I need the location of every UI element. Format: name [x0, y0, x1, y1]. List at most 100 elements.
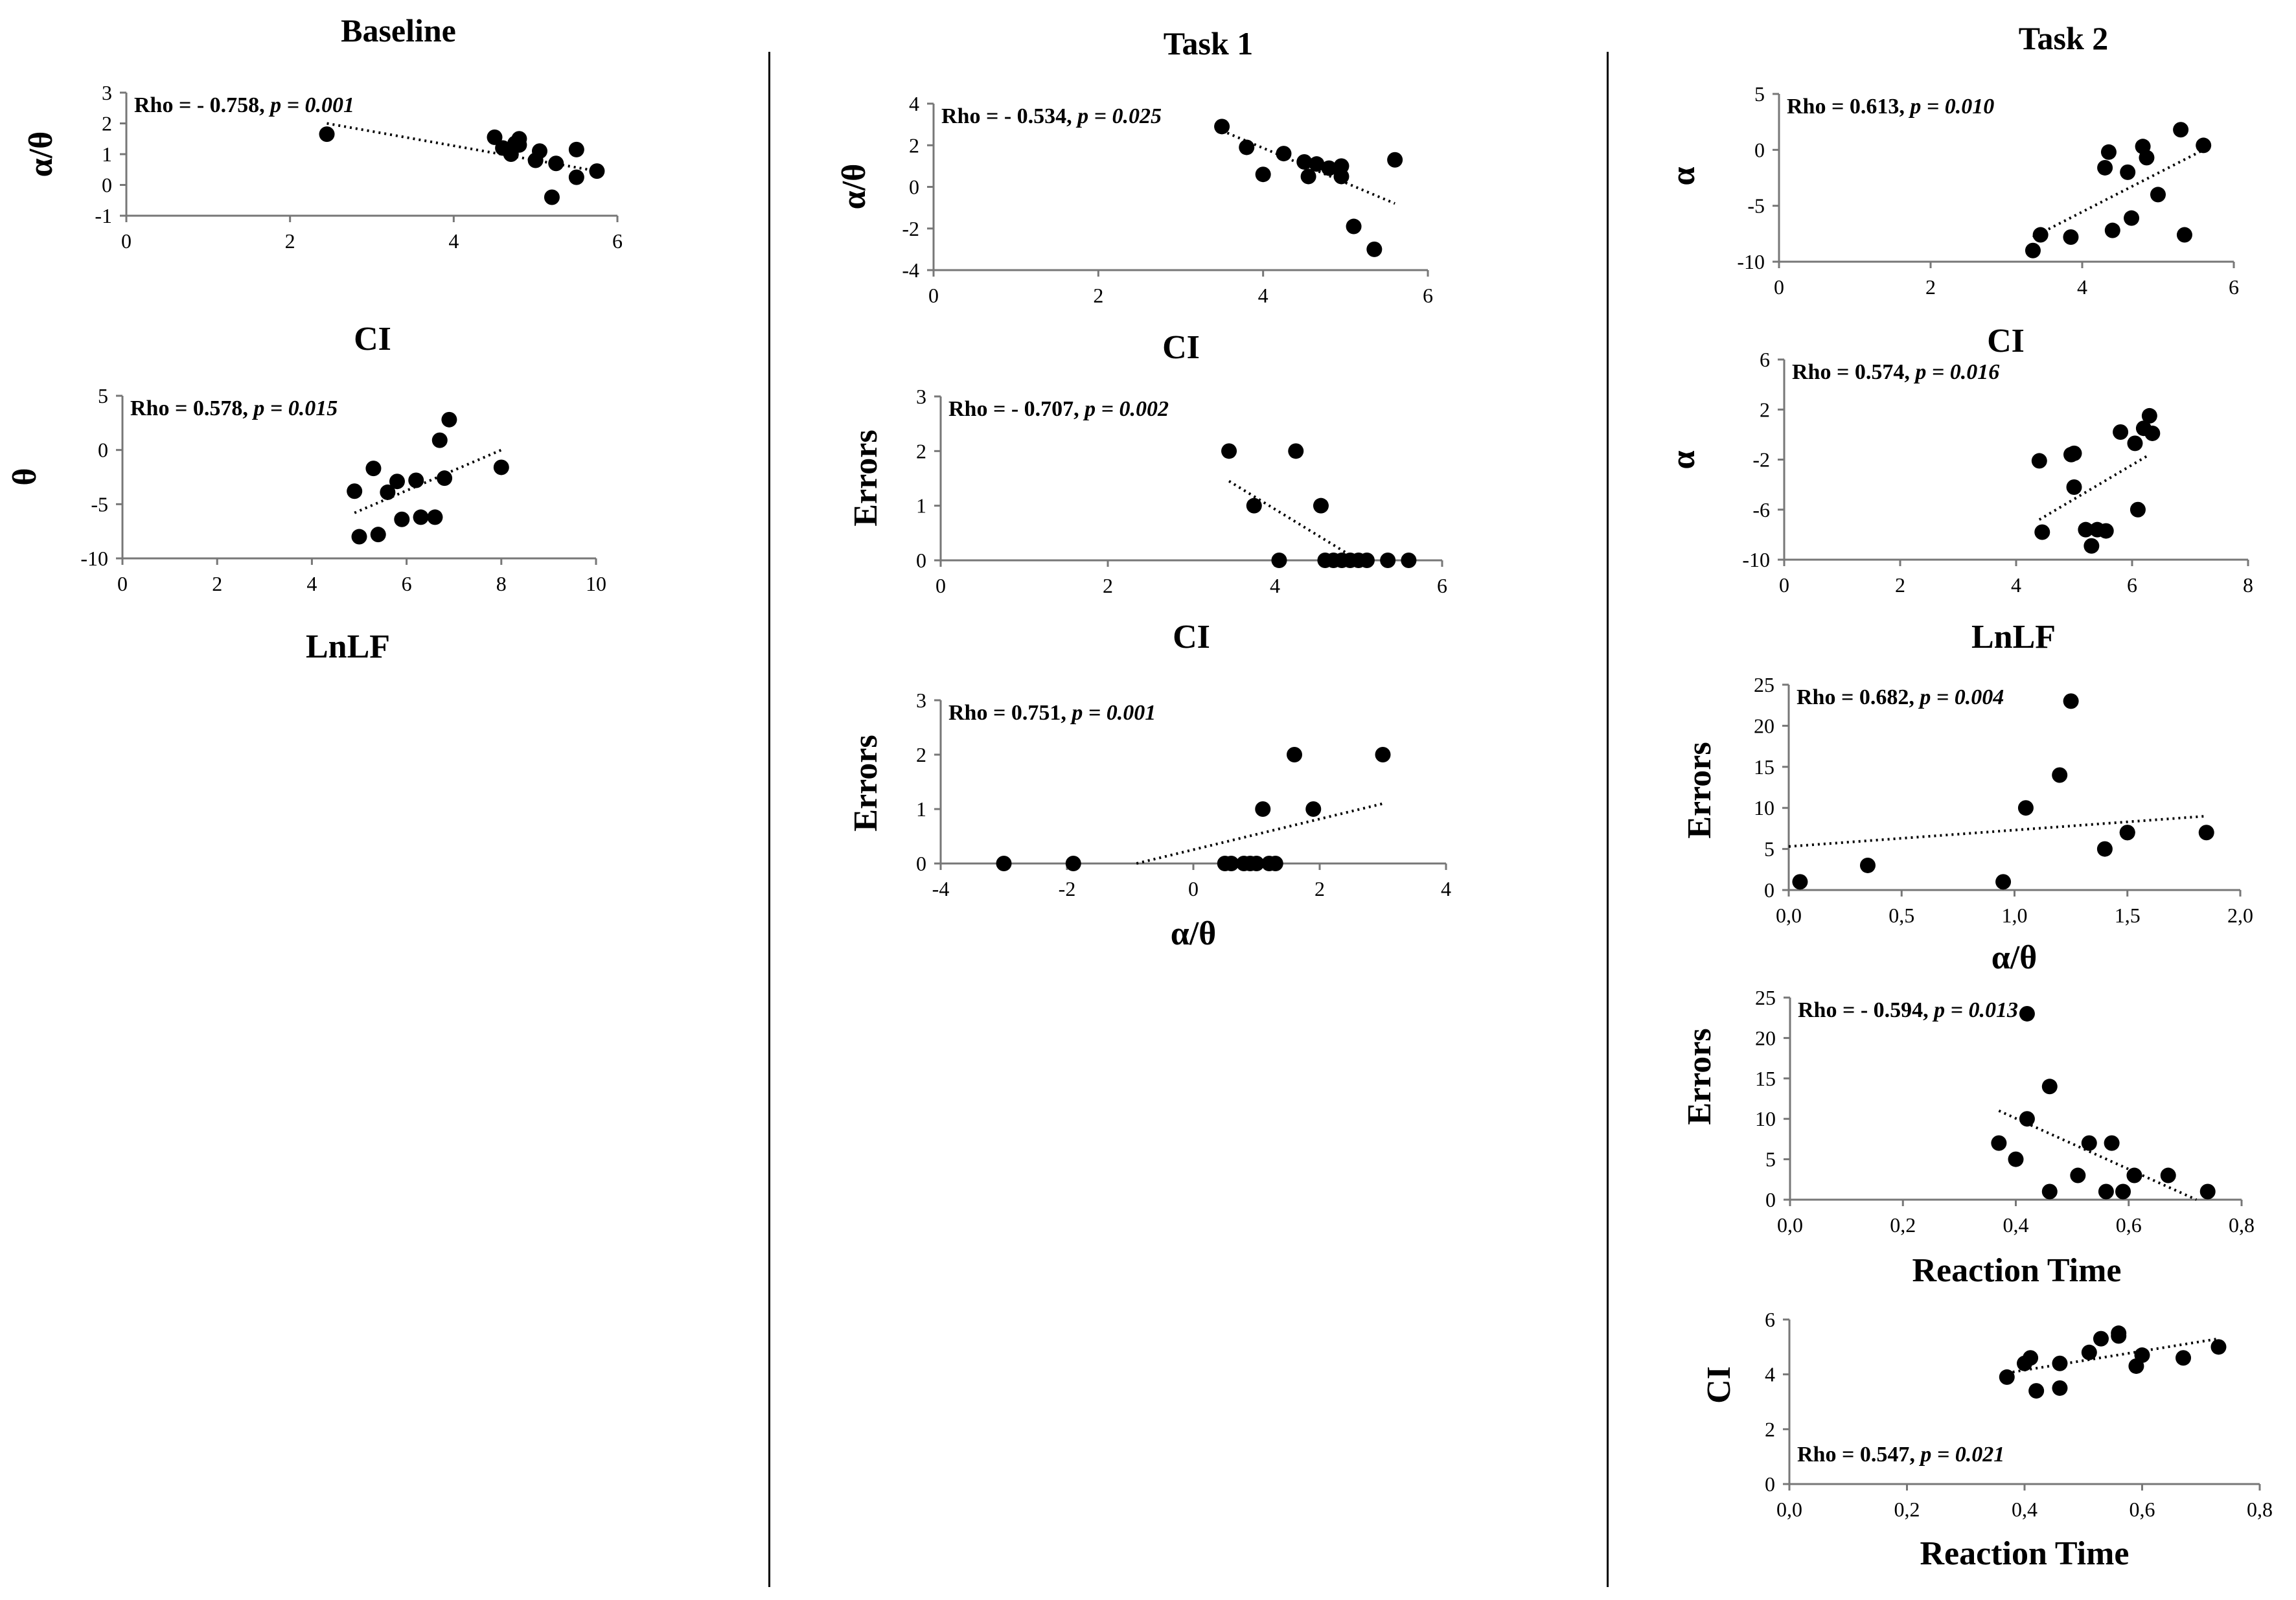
trend-line [1228, 480, 1360, 562]
x-axis-label: LnLF [306, 628, 390, 665]
correlation-annotation: Rho = 0.574, p = 0.016 [1792, 360, 1999, 384]
y-tick-label: -2 [1752, 448, 1770, 472]
data-point [2017, 800, 2034, 816]
data-point [996, 856, 1012, 871]
x-tick-label: 6 [402, 572, 412, 595]
data-point [2019, 1111, 2035, 1127]
data-point [441, 411, 457, 428]
data-point [1387, 152, 1403, 168]
rho-value: Rho = 0.578, [130, 396, 253, 420]
x-tick-label: 4 [306, 572, 317, 595]
data-point [2041, 1183, 2058, 1200]
data-point [1239, 139, 1255, 155]
x-tick-label: 0,0 [1776, 904, 1802, 927]
data-point [1246, 497, 1262, 514]
y-tick-label: -1 [95, 204, 112, 227]
data-point [2160, 1167, 2176, 1183]
chart-1: -1 0 1 2 3 0 2 4 6 Rho = - 0.758, p = 0.001 CI α/θ [23, 81, 623, 358]
data-point [2063, 693, 2079, 709]
correlation-annotation: Rho = 0.751, p = 0.001 [948, 701, 1156, 725]
y-tick-label: 0 [1754, 138, 1765, 161]
data-point [2019, 1005, 2035, 1022]
data-point [1380, 553, 1396, 568]
data-point [2031, 453, 2047, 469]
data-point [2098, 1183, 2114, 1200]
y-tick-label: 6 [1760, 348, 1770, 371]
data-point [2052, 767, 2068, 783]
data-point [1313, 497, 1329, 514]
y-tick-label: 5 [1764, 838, 1774, 861]
x-tick-label: 0 [121, 229, 132, 253]
data-point [2126, 1167, 2142, 1183]
x-axis-label: LnLF [1971, 619, 2056, 656]
data-point [511, 137, 527, 153]
trend-line [1998, 1109, 2198, 1201]
chart-9: 0 5 10 15 20 25 0,0 0,2 0,4 0,6 0,8 Rho = - 0.594, … [1681, 986, 2255, 1289]
x-tick-label: 1,0 [2002, 904, 2028, 927]
y-tick-label: 2 [1760, 398, 1770, 421]
y-tick-label: 1 [102, 143, 112, 166]
column-divider-right [1607, 52, 1609, 1587]
x-tick-label: 4 [1258, 284, 1269, 307]
data-point [487, 129, 503, 145]
y-tick-label: 5 [1765, 1148, 1776, 1171]
data-point [2081, 1344, 2097, 1360]
data-point [1321, 160, 1337, 176]
chart-8: 0 5 10 15 20 25 0,0 0,5 1,0 1,5 2,0 Rho = 0.682, p … [1681, 673, 2253, 976]
x-tick-label: 6 [1437, 574, 1447, 597]
data-point [2052, 1380, 2068, 1396]
x-tick-label: 0 [1188, 877, 1199, 900]
x-axis-label: α/θ [1171, 915, 1217, 952]
data-point [2124, 210, 2140, 226]
x-tick-label: 4 [1270, 574, 1280, 597]
chart-2: -10 -5 0 5 0 2 4 6 8 10 Rho = 0.578, p = 0.015 LnLF… [6, 384, 606, 665]
y-tick-label: 20 [1754, 714, 1774, 737]
x-tick-label: 1,5 [2115, 904, 2141, 927]
x-axis-label: α/θ [1992, 939, 2038, 976]
y-axis-label: α/θ [23, 131, 60, 177]
x-tick-label: 4 [1441, 877, 1451, 900]
data-point [1221, 443, 1237, 459]
y-tick-label: 2 [102, 112, 112, 135]
p-value: p = 0.001 [1070, 701, 1156, 725]
data-point [1248, 856, 1265, 871]
y-tick-label: 4 [909, 92, 919, 115]
data-point [531, 143, 547, 159]
p-value: p = 0.015 [251, 396, 338, 420]
y-tick-label: 0 [1765, 1472, 1775, 1496]
x-tick-label: 6 [1423, 284, 1433, 307]
x-tick-label: 0,6 [2130, 1498, 2155, 1521]
p-value: p = 0.002 [1083, 397, 1169, 421]
data-point [1065, 856, 1081, 871]
data-point [431, 432, 448, 448]
chart-5: 0 1 2 3 -4 -2 0 2 4 Rho = 0.751, p = 0.001 α/θ Erro… [847, 689, 1451, 952]
p-value: p = 0.013 [1932, 998, 2018, 1022]
x-tick-label: 6 [2229, 275, 2239, 299]
data-point [2034, 524, 2050, 540]
x-tick-label: 2 [1895, 573, 1905, 597]
data-point [2134, 1347, 2150, 1364]
y-axis-label: α [1665, 450, 1702, 469]
trend-line [1788, 814, 2207, 848]
data-point [2139, 150, 2155, 166]
data-point [2066, 479, 2082, 495]
data-point [1255, 166, 1271, 183]
y-tick-label: 3 [916, 689, 926, 712]
y-tick-label: 1 [916, 797, 926, 821]
data-point [2104, 1135, 2120, 1151]
x-axis-label: Reaction Time [1912, 1252, 2121, 1289]
data-point [2104, 222, 2120, 238]
p-value: p = 0.021 [1918, 1443, 2004, 1467]
data-point [2141, 407, 2157, 424]
data-point [2032, 227, 2049, 243]
p-value: p = 0.025 [1075, 104, 1162, 128]
data-point [1276, 146, 1292, 162]
data-point [589, 163, 605, 179]
y-axis-label: θ [6, 468, 43, 485]
p-value: p = 0.016 [1913, 360, 1999, 384]
data-point [427, 509, 443, 525]
y-tick-label: -4 [902, 258, 919, 282]
y-tick-label: 0 [916, 549, 926, 572]
rho-value: Rho = - 0.534, [941, 104, 1077, 128]
x-axis-label: CI [354, 321, 391, 358]
